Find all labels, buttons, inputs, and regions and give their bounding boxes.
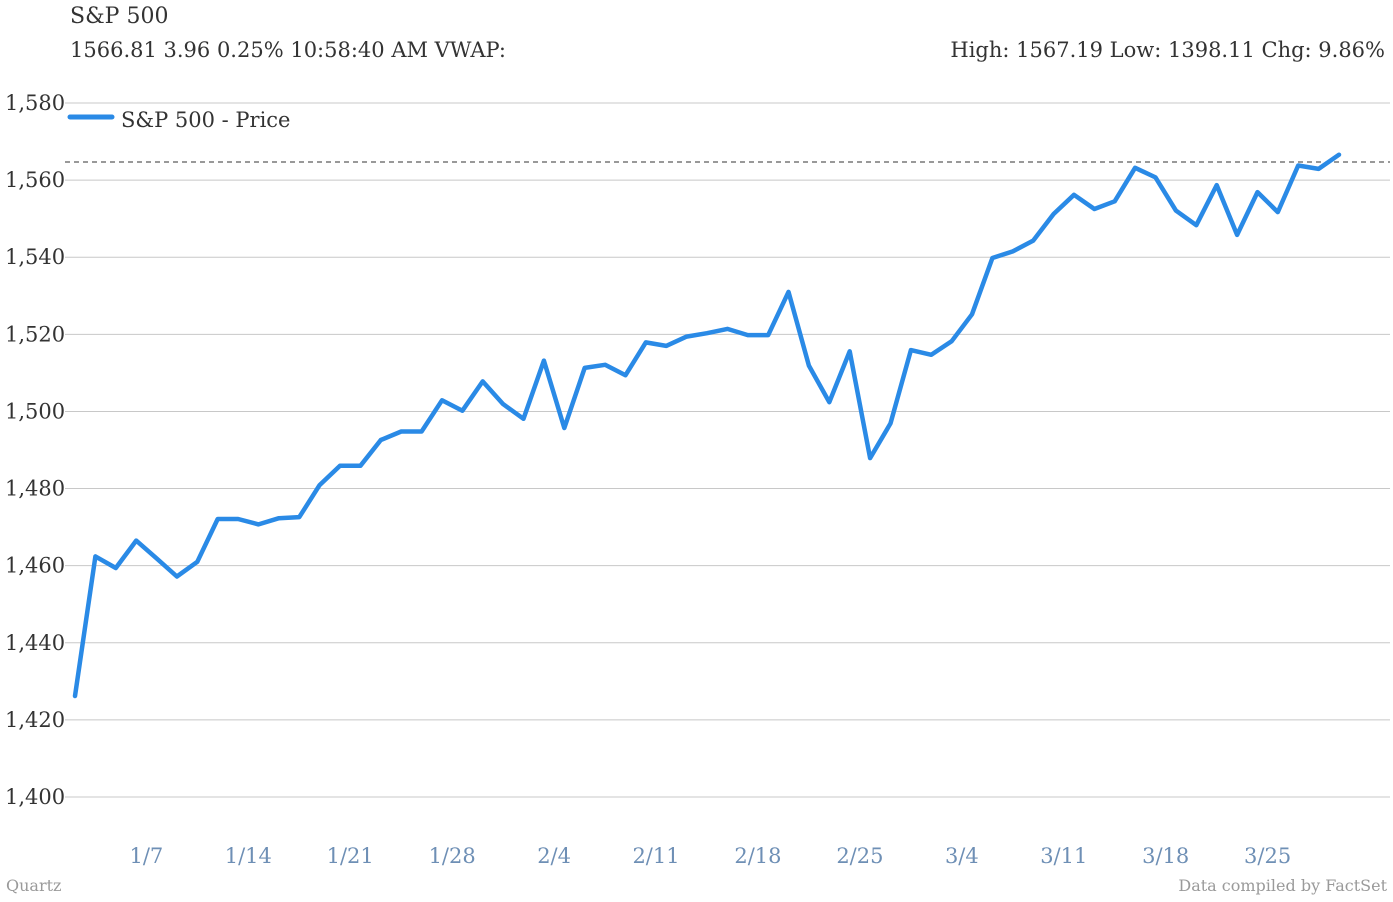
y-tick-label: 1,560 (5, 168, 65, 192)
x-tick-label: 1/21 (327, 844, 374, 868)
x-tick-label: 2/11 (632, 844, 679, 868)
x-axis: 1/7 1/14 1/21 1/28 2/4 2/11 2/18 2/25 3/4 3/11 3/1… (129, 844, 1291, 868)
x-tick-label: 1/28 (429, 844, 476, 868)
y-tick-label: 1,400 (5, 785, 65, 809)
y-tick-label: 1,440 (5, 631, 65, 655)
x-tick-label: 1/7 (129, 844, 163, 868)
y-tick-label: 1,420 (5, 708, 65, 732)
x-tick-label: 2/4 (537, 844, 571, 868)
source-text: Data compiled by FactSet (1178, 876, 1387, 895)
y-axis: 1,400 1,420 1,440 1,460 1,480 1,500 1,520 1,540… (5, 91, 65, 809)
y-tick-label: 1,540 (5, 245, 65, 269)
x-tick-label: 3/4 (945, 844, 979, 868)
y-tick-label: 1,580 (5, 91, 65, 115)
quote-summary: 1566.81 3.96 0.25% 10:58:40 AM VWAP: (70, 38, 506, 62)
y-tick-label: 1,500 (5, 399, 65, 423)
chart-title: S&P 500 (70, 4, 169, 29)
x-tick-label: 1/14 (225, 844, 272, 868)
y-tick-label: 1,460 (5, 554, 65, 578)
legend-label: S&P 500 - Price (121, 108, 291, 132)
credit-text: Quartz (6, 876, 62, 895)
y-tick-label: 1,520 (5, 322, 65, 346)
x-tick-label: 3/11 (1040, 844, 1087, 868)
legend: S&P 500 - Price (67, 108, 291, 132)
y-tick-label: 1,480 (5, 477, 65, 501)
series-line-sp500-price (72, 152, 1342, 699)
x-tick-label: 3/18 (1142, 844, 1189, 868)
x-tick-label: 2/25 (836, 844, 883, 868)
grid-lines (65, 102, 1390, 798)
quote-range: High: 1567.19 Low: 1398.11 Chg: 9.86% (950, 38, 1385, 62)
x-tick-label: 3/25 (1244, 844, 1291, 868)
x-tick-label: 2/18 (734, 844, 781, 868)
